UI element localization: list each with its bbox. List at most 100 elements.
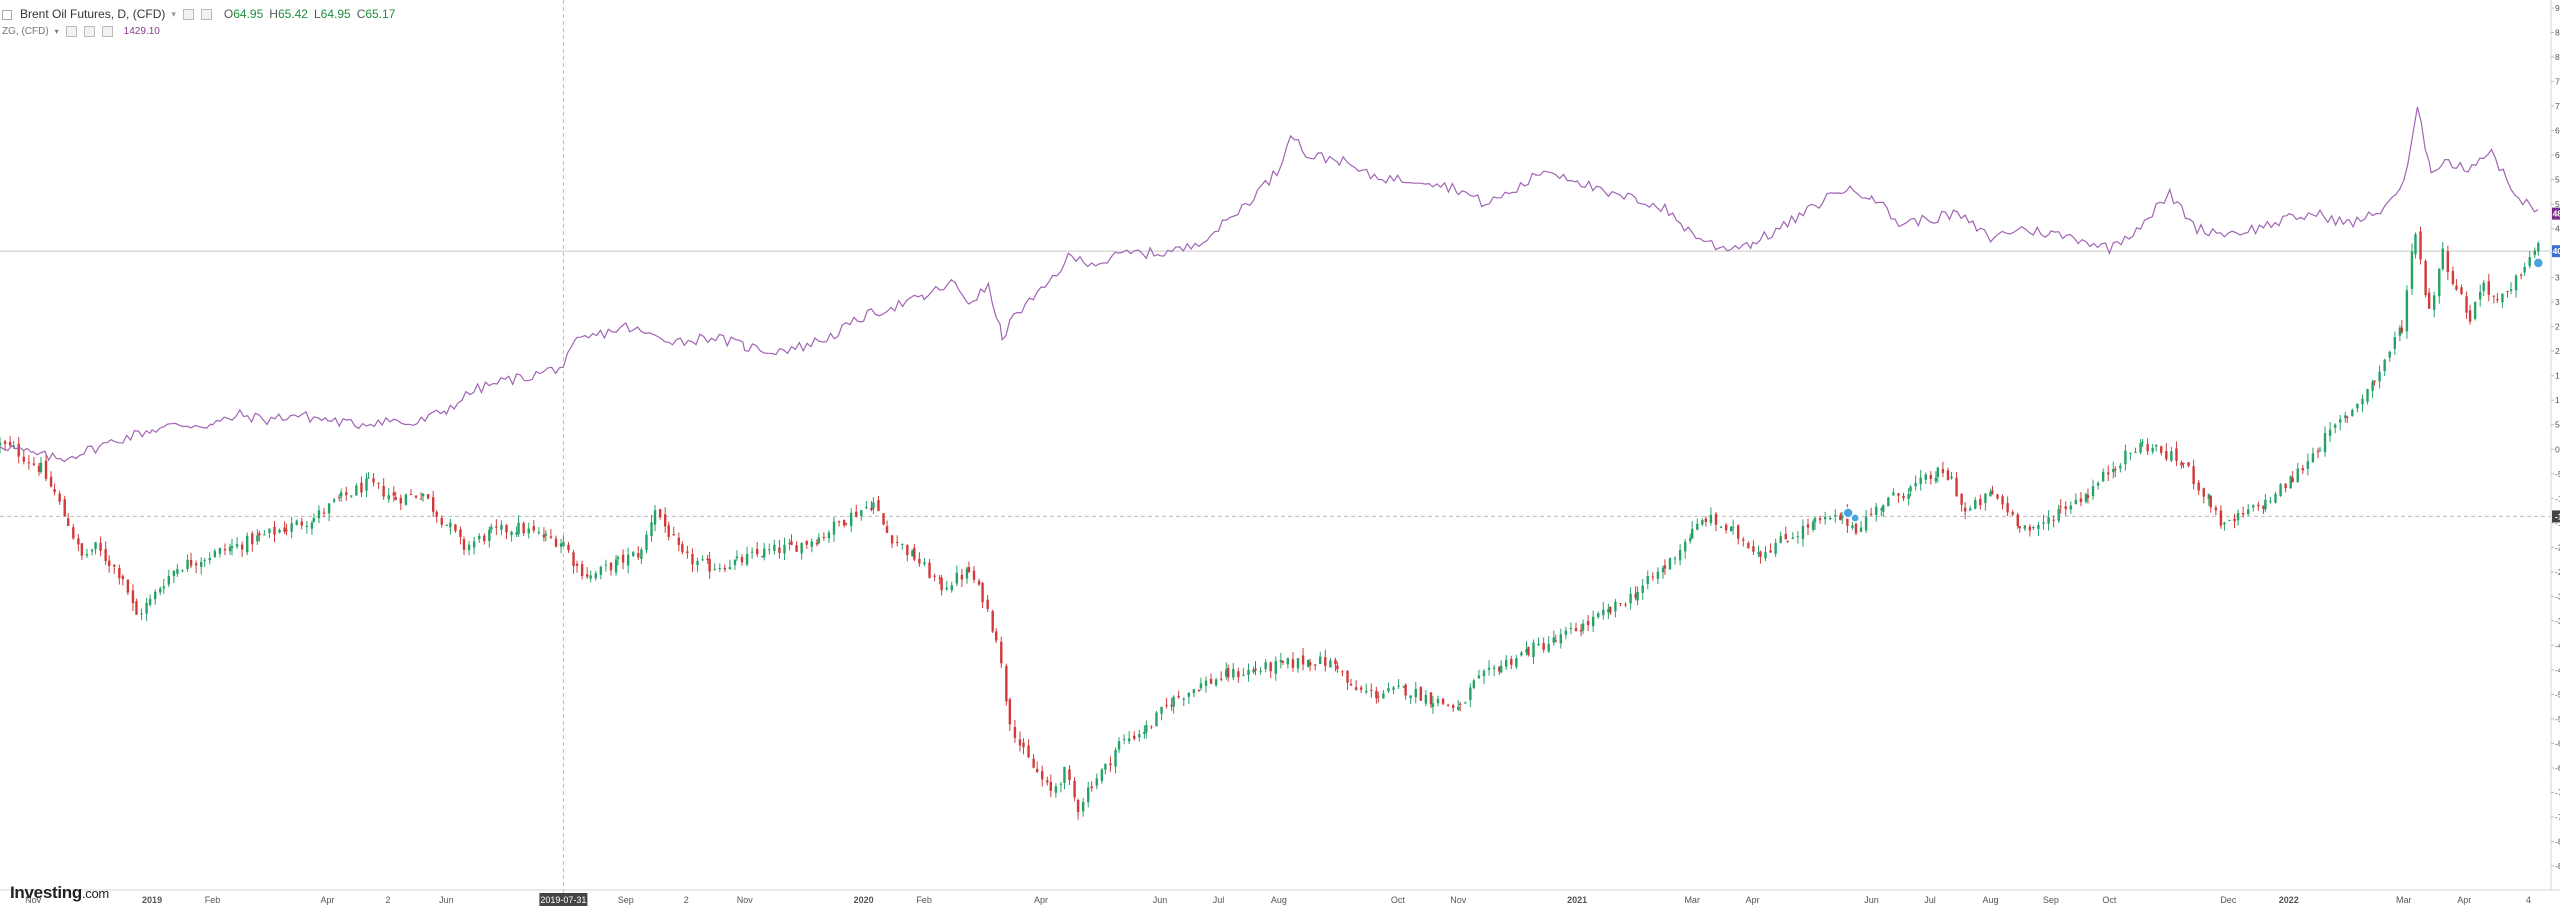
candle [1796, 531, 1800, 544]
candle [800, 542, 803, 560]
event-marker[interactable] [1850, 513, 1860, 523]
legend-main-row[interactable]: Brent Oil Futures, D, (CFD) ▾ O64.95 H65… [2, 6, 395, 23]
candle [1308, 658, 1312, 672]
candle [773, 539, 776, 555]
candle [701, 555, 704, 561]
x-tick-label: Aug [1271, 895, 1287, 905]
candle [691, 548, 694, 573]
candle [1068, 765, 1071, 786]
candle [1419, 686, 1423, 701]
y-tick-label: -75.00% [2555, 812, 2560, 822]
candle [1714, 512, 1718, 532]
candle [2257, 501, 2260, 512]
candle [1100, 768, 1104, 784]
price-tag-label: -13.70 [2555, 511, 2560, 521]
event-marker[interactable] [1842, 507, 1854, 519]
candle [1737, 524, 1740, 545]
candle [2400, 320, 2404, 334]
candle [1076, 798, 1080, 820]
candle [462, 536, 466, 555]
legend-compare-row[interactable]: ZG, (CFD) ▾ 1429.10 [2, 23, 395, 40]
candle [1641, 579, 1644, 600]
logo-suffix: .com [81, 886, 109, 901]
candle [1242, 667, 1245, 677]
candle [586, 567, 589, 580]
compare-line [0, 106, 2539, 463]
close-icon[interactable] [101, 26, 113, 37]
candle [572, 549, 575, 574]
candle [85, 548, 89, 558]
y-tick-label: -25.00% [2555, 567, 2560, 577]
candle [2383, 358, 2386, 377]
candle [1729, 525, 1733, 532]
candle [849, 508, 853, 533]
y-axis[interactable]: 90.00% 85.00% 80.00% 75.00% 70.00% 65.00% 60.0… [2551, 3, 2560, 871]
candle [2441, 242, 2444, 271]
y-tick-label: -70.00% [2555, 787, 2560, 797]
y-tick-label: -80.00% [2555, 836, 2560, 846]
candle [901, 543, 904, 550]
candle [2333, 423, 2337, 434]
candle [218, 547, 222, 558]
investing-logo[interactable]: Investing.com [10, 883, 109, 903]
candle [2236, 509, 2240, 526]
candle [2219, 505, 2223, 529]
candle [1591, 610, 1595, 633]
dropdown-caret-icon[interactable]: ▾ [54, 27, 59, 36]
candle [1497, 665, 1501, 675]
x-tick-label: Sep [618, 895, 634, 905]
candle [2141, 438, 2144, 447]
candle [1564, 626, 1568, 640]
candle [332, 497, 336, 504]
candle [1864, 509, 1868, 534]
settings-icon[interactable] [83, 26, 95, 37]
candle [1882, 504, 1885, 517]
candle [49, 471, 53, 488]
candle [2180, 460, 2183, 469]
candle [2241, 506, 2245, 518]
candle [872, 497, 875, 514]
collapse-icon[interactable] [2, 9, 12, 20]
candle [131, 584, 135, 612]
candle [1510, 655, 1513, 670]
candle [2274, 491, 2277, 504]
x-tick-label: Nov [1450, 895, 1467, 905]
candle [1629, 587, 1632, 610]
event-marker[interactable] [2532, 257, 2545, 269]
candle [2339, 415, 2342, 431]
price-tag-label: 48.06% [2553, 209, 2560, 219]
candle [718, 563, 721, 572]
dropdown-caret-icon[interactable]: ▾ [171, 9, 176, 19]
candle [2473, 301, 2477, 321]
legend-compare-title[interactable]: ZG, (CFD) [2, 26, 49, 37]
candle [2079, 492, 2083, 507]
candle [251, 531, 254, 552]
candle [1109, 756, 1112, 772]
close-icon[interactable] [200, 9, 212, 20]
settings-icon[interactable] [182, 9, 194, 20]
candle [2151, 443, 2154, 455]
x-axis[interactable]: Nov 2019 Feb Apr 2 Jun 2019-07-31 Sep 2 Nov 2020 Fe… [25, 893, 2531, 906]
candle [686, 545, 689, 559]
candle [1678, 544, 1682, 566]
candle [645, 531, 648, 554]
price-tag-label: 40.40% [2553, 246, 2560, 256]
candle [367, 472, 370, 479]
candle [554, 535, 558, 548]
candle [842, 519, 846, 528]
x-tick-label: Sep [2043, 895, 2059, 905]
candle [1457, 700, 1460, 711]
candle [2101, 468, 2105, 483]
x-tick-label: Dec [2220, 895, 2237, 905]
candle [90, 548, 94, 556]
candle [938, 575, 941, 585]
candle [1059, 782, 1063, 793]
eye-icon[interactable] [65, 26, 77, 37]
candle [923, 557, 926, 567]
candle [706, 554, 709, 564]
candle [965, 566, 969, 584]
legend-main-title[interactable]: Brent Oil Futures, D, (CFD) [20, 7, 166, 21]
candle [2514, 274, 2518, 298]
